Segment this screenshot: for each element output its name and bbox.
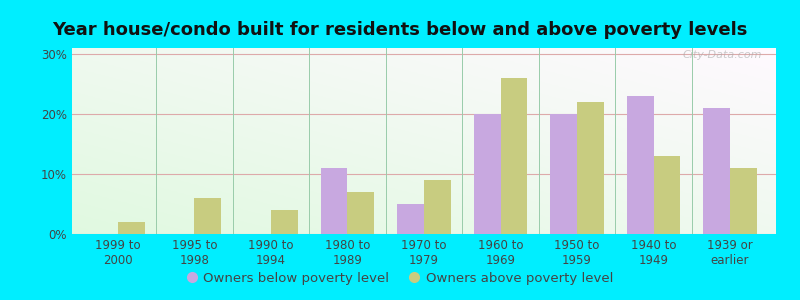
Bar bbox=[501, 78, 527, 234]
Bar bbox=[626, 96, 654, 234]
Bar bbox=[730, 168, 757, 234]
Bar bbox=[424, 180, 450, 234]
Bar bbox=[398, 204, 424, 234]
Bar bbox=[550, 114, 577, 234]
Bar bbox=[194, 198, 222, 234]
Bar bbox=[474, 114, 501, 234]
Text: Year house/condo built for residents below and above poverty levels: Year house/condo built for residents bel… bbox=[52, 21, 748, 39]
Bar bbox=[577, 102, 604, 234]
Bar bbox=[347, 192, 374, 234]
Bar bbox=[654, 156, 680, 234]
Bar bbox=[321, 168, 347, 234]
Text: City-Data.com: City-Data.com bbox=[682, 50, 762, 60]
Bar bbox=[271, 210, 298, 234]
Bar bbox=[703, 108, 730, 234]
Legend: Owners below poverty level, Owners above poverty level: Owners below poverty level, Owners above… bbox=[181, 266, 619, 290]
Bar bbox=[118, 222, 145, 234]
